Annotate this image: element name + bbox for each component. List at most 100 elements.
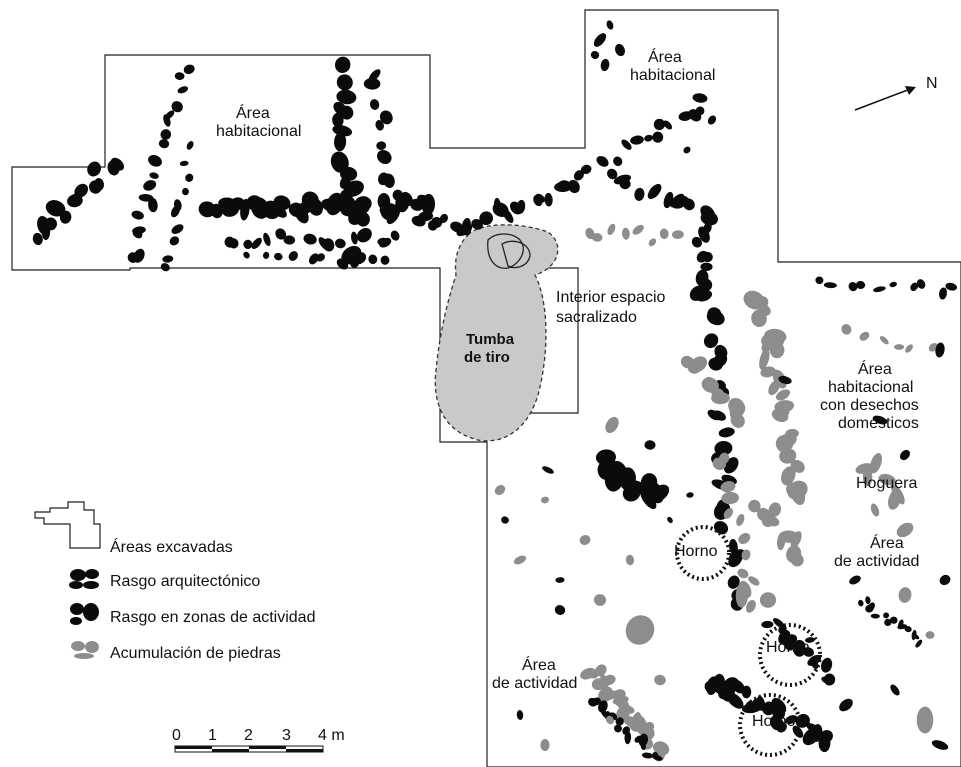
architectural-stone — [380, 255, 390, 265]
architectural-stone — [542, 466, 554, 474]
stone-accumulation — [736, 514, 745, 526]
shaft-tomb-area — [434, 224, 559, 442]
architectural-stone — [173, 199, 182, 211]
stone-accumulation — [768, 502, 782, 517]
architectural-stone — [544, 192, 553, 207]
architectural-stone — [369, 99, 380, 110]
label-horno-3: Horno — [752, 713, 796, 730]
scale-bar: 0 1 2 3 4 m — [172, 727, 345, 753]
architectural-stone — [614, 724, 622, 733]
architectural-stone — [646, 481, 664, 504]
stone-accumulation — [878, 473, 896, 486]
stone-accumulation — [743, 290, 765, 310]
architectural-stone — [823, 282, 837, 289]
architectural-stone — [935, 342, 945, 358]
stone-accumulation — [862, 467, 873, 487]
architectural-stone — [708, 357, 723, 371]
architectural-stone — [600, 58, 610, 72]
stone-accumulation — [602, 674, 616, 686]
architectural-stone — [821, 657, 833, 673]
architectural-stone — [288, 251, 298, 261]
stone-accumulation — [615, 699, 629, 709]
architectural-stone — [59, 210, 72, 224]
architectural-stone — [45, 200, 66, 217]
stone-accumulation — [759, 348, 770, 370]
architectural-stone — [821, 676, 831, 684]
label-area-habitacional-3: Área — [858, 359, 892, 378]
stone-accumulation — [513, 555, 527, 565]
architectural-stone — [439, 213, 448, 223]
architectural-stone — [647, 183, 662, 200]
architectural-stone — [390, 230, 400, 241]
architectural-stone — [283, 235, 296, 245]
architectural-stone — [807, 654, 822, 666]
architectural-stone — [169, 236, 180, 246]
architectural-stone — [916, 279, 926, 289]
architectural-stone — [263, 232, 271, 247]
architectural-stone — [640, 489, 657, 510]
architectural-stone — [210, 203, 223, 219]
architectural-stone — [379, 237, 392, 248]
stone-accumulation — [841, 324, 852, 335]
stone-accumulation — [925, 631, 935, 639]
architectural-stone — [418, 211, 434, 222]
architectural-stone — [273, 195, 291, 211]
architectural-stone — [148, 197, 158, 213]
architectural-stone — [703, 333, 719, 349]
stone-accumulation — [631, 712, 642, 727]
architectural-stone — [939, 574, 951, 586]
architectural-stone — [865, 596, 871, 605]
architectural-stone — [889, 281, 897, 288]
stone-accumulation — [738, 533, 751, 544]
scale-tick-0: 0 — [172, 727, 181, 744]
stone-accumulation — [869, 453, 883, 474]
architectural-stone — [377, 149, 392, 165]
architectural-stone — [334, 238, 346, 249]
stone-accumulation — [916, 706, 934, 734]
architectural-stone — [761, 620, 774, 629]
architectural-stone — [162, 255, 174, 263]
architectural-stone — [638, 733, 649, 747]
architectural-stone — [185, 173, 194, 182]
architectural-stone — [615, 43, 625, 57]
stone-accumulation — [712, 457, 727, 470]
stone-accumulation — [621, 227, 630, 240]
stone-accumulation — [540, 496, 550, 504]
stone-accumulation — [579, 535, 591, 545]
label-horno-1: Horno — [674, 543, 718, 560]
horno-outline — [738, 693, 802, 757]
architectural-stone — [138, 193, 154, 202]
stone-accumulation — [591, 678, 606, 691]
architectural-stone — [604, 466, 624, 492]
architectural-stone — [334, 132, 347, 152]
architectural-stone — [516, 710, 524, 720]
architectural-stone — [368, 254, 378, 265]
legend-excavated-label: Áreas excavadas — [110, 537, 233, 556]
architectural-stone — [160, 263, 170, 272]
label-area-habitacional-1b: habitacional — [216, 123, 301, 140]
architectural-stone — [336, 89, 357, 105]
architectural-stone — [322, 238, 335, 252]
architectural-stone — [606, 20, 614, 30]
stone-accumulation — [776, 404, 790, 418]
scale-tick-3: 3 — [282, 727, 291, 744]
architectural-stone — [683, 198, 695, 211]
architectural-stone — [651, 754, 663, 761]
stone-accumulation — [625, 615, 655, 645]
stone-accumulation — [781, 466, 796, 486]
architectural-stone — [726, 692, 744, 709]
stone-accumulation — [595, 664, 607, 677]
architectural-stone — [784, 638, 796, 651]
architectural-stone — [332, 125, 353, 137]
architectural-stone — [904, 626, 912, 633]
architectural-stone — [848, 282, 858, 292]
architectural-stone — [554, 604, 566, 616]
architectural-stone — [640, 742, 646, 751]
stone-accumulation — [888, 489, 902, 510]
architectural-stone — [228, 238, 239, 249]
architectural-stone — [663, 120, 673, 130]
legend-architectural-label: Rasgo arquitectónico — [110, 573, 260, 590]
features-layer — [32, 20, 958, 762]
stone-accumulation — [768, 380, 780, 396]
architectural-stone — [334, 56, 351, 73]
